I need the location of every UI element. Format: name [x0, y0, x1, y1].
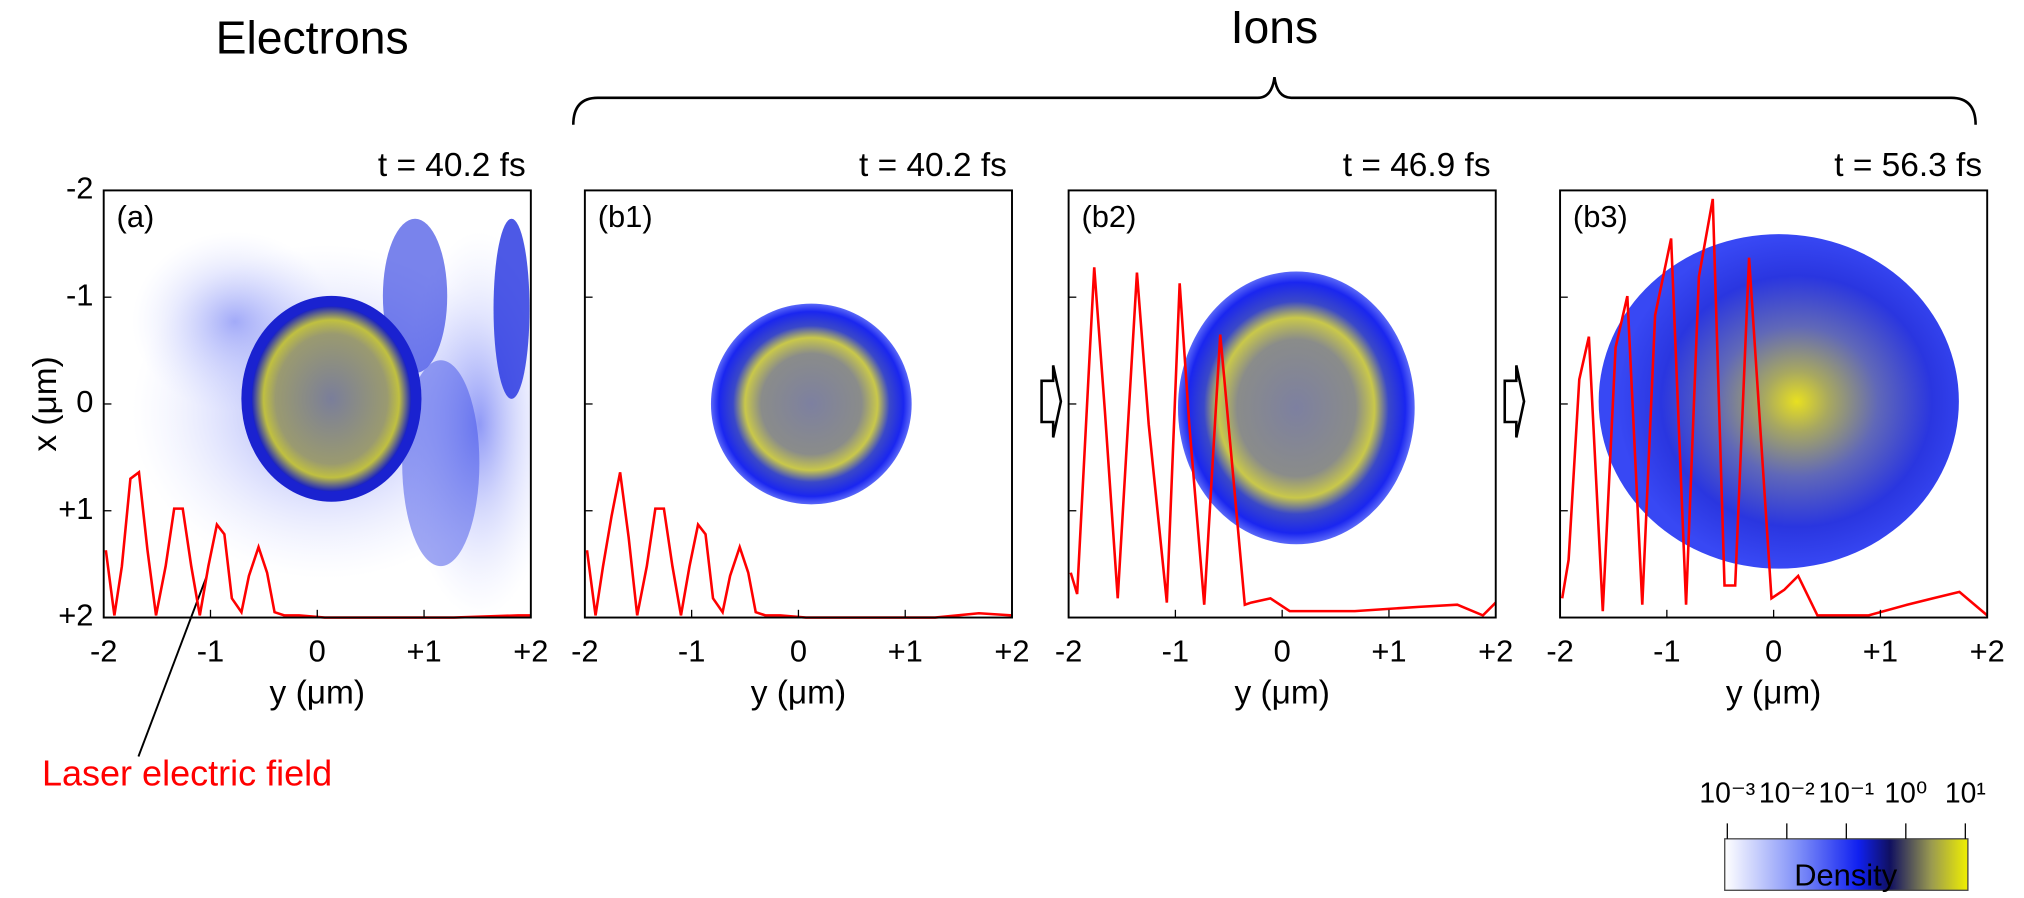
x-tick-label: +2: [513, 634, 548, 669]
x-tick-label: +1: [1371, 634, 1406, 669]
x-tick-label: 0: [790, 634, 807, 669]
colorbar: [1724, 838, 1969, 891]
y-tick-label: +1: [58, 491, 93, 526]
x-tick-label: -2: [1546, 634, 1573, 669]
x-tick-label: +1: [406, 634, 441, 669]
x-tick-label: +2: [994, 634, 1029, 669]
arrow: [1040, 365, 1063, 438]
laser-field-line: [1560, 198, 1989, 617]
x-tick-label: 0: [309, 634, 326, 669]
colorbar-tick-label: 10⁻³: [1699, 777, 1755, 809]
colorbar-tick-label: 10⁰: [1884, 777, 1927, 809]
x-tick-label: -1: [1162, 634, 1189, 669]
panel-label: (b3): [1573, 199, 1628, 234]
heading-ions: Ions: [1231, 1, 1319, 53]
arrow: [1503, 365, 1526, 438]
laser-field-line: [585, 472, 1013, 619]
x-tick-label: 0: [1765, 634, 1782, 669]
x-tick-label: +1: [888, 634, 923, 669]
colorbar-tick-label: 10⁻²: [1759, 777, 1815, 809]
heading-electrons: Electrons: [216, 11, 409, 63]
x-tick-label: +2: [1970, 634, 2005, 669]
panel-label: (a): [117, 199, 155, 234]
y-tick-label: -2: [66, 171, 93, 206]
annotation: Laser electric field: [42, 752, 332, 793]
colorbar-label: Density: [1794, 858, 1897, 893]
x-axis-label: y (μm): [1234, 675, 1329, 712]
y-tick-label: +2: [58, 598, 93, 633]
panel-title: t = 56.3 fs: [1834, 147, 1982, 184]
x-axis-label: y (μm): [1726, 675, 1821, 712]
y-tick-label: -1: [66, 277, 93, 312]
bracket: [572, 77, 1977, 125]
x-tick-label: +2: [1478, 634, 1513, 669]
x-tick-label: -2: [1055, 634, 1082, 669]
panel-label: (b2): [1081, 199, 1136, 234]
panel-title: t = 40.2 fs: [378, 147, 526, 184]
laser-field-line: [1069, 267, 1497, 617]
x-tick-label: -1: [1653, 634, 1680, 669]
y-tick-label: 0: [76, 384, 93, 419]
x-tick-label: +1: [1863, 634, 1898, 669]
annotation-leader: [137, 576, 208, 757]
colorbar-tick-label: 10¹: [1945, 777, 1986, 809]
x-tick-label: -2: [571, 634, 598, 669]
electron-density: [132, 218, 531, 618]
panel-title: t = 46.9 fs: [1343, 147, 1491, 184]
x-tick-label: 0: [1274, 634, 1291, 669]
y-axis-label: x (μm): [27, 356, 64, 451]
x-axis-label: y (μm): [751, 675, 846, 712]
colorbar-tick-label: 10⁻¹: [1818, 777, 1874, 809]
ion-density: [710, 234, 1959, 569]
panel-title: t = 40.2 fs: [859, 147, 1007, 184]
panel-label: (b1): [598, 199, 653, 234]
x-axis-label: y (μm): [270, 675, 365, 712]
x-tick-label: -2: [90, 634, 117, 669]
x-tick-label: -1: [197, 634, 224, 669]
x-tick-label: -1: [678, 634, 705, 669]
laser-field-line: [104, 469, 531, 619]
